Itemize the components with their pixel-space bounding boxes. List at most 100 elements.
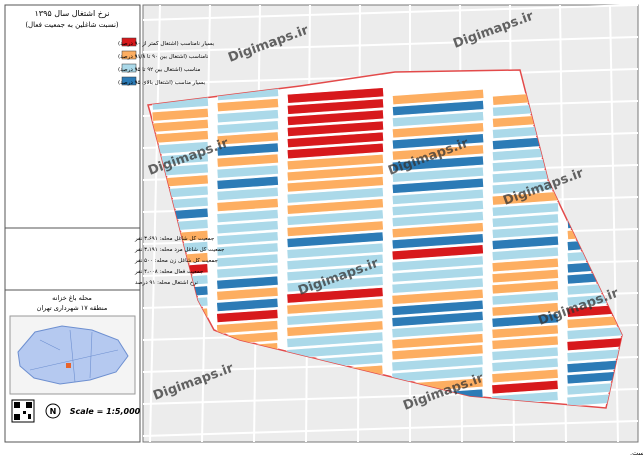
block	[216, 120, 279, 135]
block	[216, 131, 279, 146]
block	[286, 98, 385, 115]
block	[216, 164, 279, 179]
street	[142, 4, 639, 21]
block	[491, 313, 559, 328]
block	[286, 298, 384, 315]
block	[287, 87, 385, 104]
stat-line: جمعیت کل شاغل زن محله: ۵۰۰ نفر	[134, 257, 218, 264]
block	[216, 220, 279, 235]
street	[142, 36, 639, 53]
legend-label: بسیار مناسب (اشتغال بالای ۹۵ درصد)	[118, 80, 206, 86]
block	[491, 324, 559, 339]
block	[392, 122, 485, 139]
block	[491, 257, 559, 273]
block	[391, 255, 484, 272]
street	[149, 4, 161, 443]
block	[491, 346, 559, 361]
block	[286, 320, 384, 337]
scale-text: Scale = 1:5,000	[70, 407, 141, 416]
block	[286, 287, 384, 304]
street	[609, 4, 619, 443]
block	[216, 264, 279, 279]
block	[216, 198, 279, 212]
block	[391, 155, 484, 172]
block	[491, 268, 559, 284]
block	[391, 333, 484, 350]
qr-pattern	[14, 402, 32, 420]
block	[391, 277, 484, 294]
block	[216, 253, 279, 268]
block	[286, 242, 384, 260]
block	[491, 246, 559, 261]
block	[391, 233, 484, 250]
block	[391, 355, 484, 372]
block	[491, 291, 559, 306]
block	[491, 235, 559, 250]
north-label: N	[50, 407, 57, 416]
block	[391, 188, 484, 205]
block	[491, 213, 559, 228]
block	[286, 276, 384, 293]
block	[286, 209, 384, 226]
block	[391, 266, 484, 283]
block	[216, 175, 279, 190]
locator-districts	[29, 329, 119, 383]
block	[392, 111, 485, 128]
block	[286, 176, 384, 193]
block	[566, 359, 622, 374]
legend-swatch	[121, 76, 137, 86]
block	[286, 253, 384, 271]
stat-line: جمعیت کل شاغل مرد محله: ۳،۱۹۱ نفر	[134, 246, 224, 253]
stat-line: جمعیت کل شاغل محله: ۳،۶۹۱ نفر	[134, 235, 214, 242]
footer: حقوق مالکیت معنوی این محصول متعلق به سای…	[630, 448, 643, 457]
block	[286, 187, 384, 204]
block	[216, 242, 279, 257]
block	[391, 144, 485, 161]
north-arrow	[45, 403, 61, 419]
block	[286, 142, 384, 160]
street	[142, 420, 639, 437]
stat-line: جمعیت فعال محله: ۴،۰۰۸ نفر	[134, 269, 203, 275]
block	[391, 177, 484, 194]
block	[491, 280, 559, 295]
block	[566, 326, 622, 340]
block	[491, 335, 559, 350]
block	[391, 166, 484, 183]
legend-swatch	[121, 63, 137, 73]
block	[151, 107, 209, 122]
stat-line: نرخ اشتغال محله: ۹۱ درصد	[135, 280, 198, 286]
block	[391, 211, 484, 228]
block	[491, 302, 559, 317]
block	[216, 142, 279, 157]
legend-label: مناسب (اشتغال بین ۹۲ تا ۹۵ درصد)	[118, 67, 200, 73]
block	[566, 370, 622, 385]
block	[286, 198, 384, 215]
block	[216, 186, 279, 201]
block	[286, 231, 384, 248]
block	[491, 357, 559, 373]
block	[216, 297, 279, 312]
locator-city	[17, 325, 129, 385]
legend: بسیار نامناسب (اشتغال کمتر از ۹۰ درصد) نا…	[118, 37, 215, 86]
block	[491, 368, 559, 384]
block	[391, 244, 484, 261]
block	[286, 109, 384, 126]
subtitle: (نسبت شاغلین به جمعیت فعال)	[25, 21, 119, 29]
block	[216, 98, 279, 113]
block	[391, 311, 484, 327]
block	[391, 133, 485, 150]
block	[391, 299, 484, 316]
block	[566, 348, 622, 363]
block	[286, 131, 384, 149]
legend-label: بسیار نامناسب (اشتغال کمتر از ۹۰ درصد)	[118, 40, 215, 47]
block	[216, 275, 279, 290]
block	[286, 264, 384, 282]
block	[216, 153, 279, 168]
stats: جمعیت کل شاغل محله: ۳،۶۹۱ نفر جمعیت کل شا…	[134, 235, 224, 286]
block	[286, 165, 384, 182]
block	[566, 337, 622, 351]
locator-marker	[66, 363, 71, 368]
block	[216, 320, 279, 335]
block	[566, 315, 622, 329]
